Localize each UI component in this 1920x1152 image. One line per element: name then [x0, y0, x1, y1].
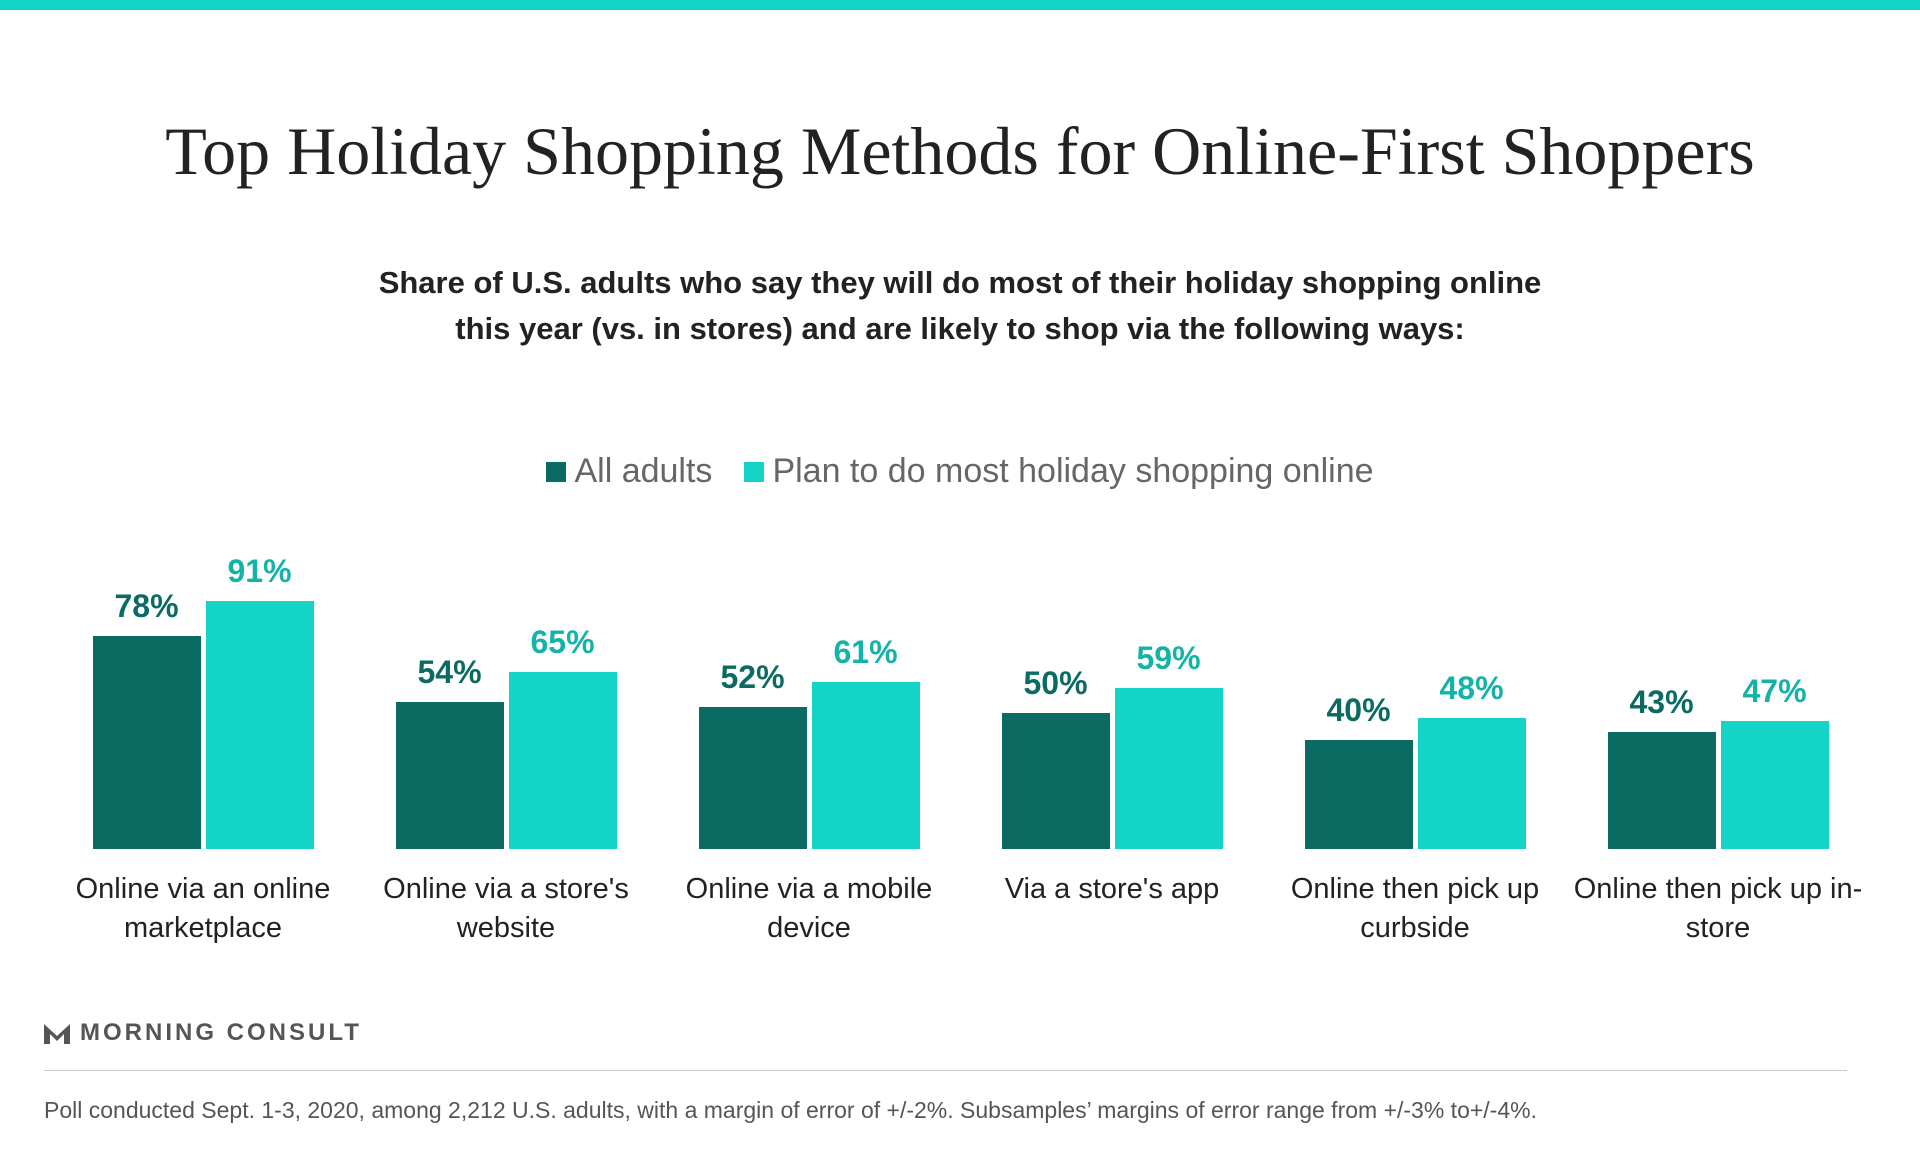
legend-swatch	[744, 461, 765, 482]
value-label: 50%	[1023, 664, 1088, 701]
value-label: 61%	[833, 634, 898, 671]
value-label: 59%	[1136, 639, 1201, 676]
value-label: 91%	[227, 552, 292, 589]
brand: MORNING CONSULT	[80, 1019, 362, 1046]
bar	[811, 682, 920, 849]
bar	[698, 707, 807, 849]
value-label: 48%	[1439, 669, 1504, 706]
legend-label: All adults	[574, 452, 713, 490]
value-label: 65%	[530, 623, 595, 660]
bar	[508, 671, 617, 849]
category-label: Via a store's app	[1004, 873, 1220, 905]
value-label: 52%	[720, 659, 785, 696]
legend: All adults Plan to do most holiday shoppi…	[0, 452, 1920, 491]
top-bar	[0, 0, 1920, 10]
divider	[44, 1070, 1847, 1071]
bar	[1114, 687, 1223, 849]
footnote: Poll conducted Sept. 1-3, 2020, among 2,…	[44, 1097, 1537, 1123]
chart-title: Top Holiday Shopping Methods for Online-…	[165, 113, 1755, 189]
subtitle: this year (vs. in stores) and are likely…	[455, 311, 1465, 346]
bar	[395, 701, 504, 849]
value-label: 43%	[1629, 683, 1694, 720]
category-label: Online then pick up in-store	[1573, 873, 1863, 944]
legend-label: Plan to do most holiday shopping online	[772, 452, 1374, 490]
bar	[1304, 739, 1413, 849]
bar	[1720, 720, 1829, 849]
category-label: Online via a mobile device	[685, 873, 933, 944]
value-label: 78%	[114, 588, 179, 625]
subtitle: Share of U.S. adults who say they will d…	[378, 265, 1542, 300]
category-label: Online then pick up curbside	[1290, 873, 1540, 944]
bar	[1417, 717, 1526, 849]
logo-mark	[44, 1024, 70, 1044]
bar	[1001, 712, 1110, 849]
bar	[205, 600, 314, 849]
value-label: 54%	[417, 653, 482, 690]
value-label: 47%	[1742, 672, 1807, 709]
category-label: Online via a store's website	[383, 873, 629, 944]
category-label: Online via an online marketplace	[75, 873, 331, 944]
legend-swatch	[546, 461, 567, 482]
value-label: 40%	[1326, 691, 1391, 728]
bar	[1607, 731, 1716, 849]
bar	[92, 636, 201, 849]
